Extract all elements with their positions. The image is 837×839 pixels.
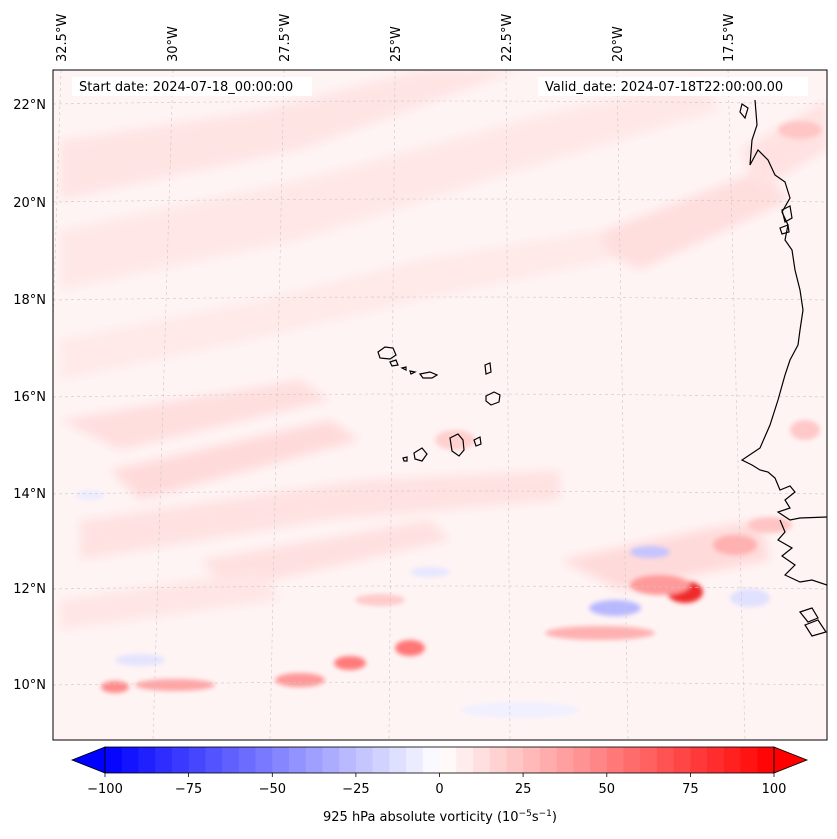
lon-label-30w: 30°W xyxy=(166,26,181,62)
colorbar-tick-minus50: −50 xyxy=(259,782,286,797)
colorbar-min-extend xyxy=(70,746,106,774)
colorbar-step xyxy=(489,747,507,773)
colorbar-step xyxy=(707,747,725,773)
coastline xyxy=(377,99,827,637)
colorbar-step xyxy=(606,747,624,773)
colorbar-step xyxy=(456,747,474,773)
colorbar-step xyxy=(155,747,173,773)
colorbar-step xyxy=(205,747,223,773)
map-frame xyxy=(52,69,828,741)
lon-label-20w: 20°W xyxy=(611,26,626,62)
lon-label-17-5w: 17.5°W xyxy=(722,14,737,62)
header: Start date: 2024-07-18_00:00:00 Valid_da… xyxy=(72,77,808,96)
colorbar-step xyxy=(690,747,708,773)
colorbar-tick-minus25: −25 xyxy=(342,782,369,797)
lon-label-32-5w: 32.5°W xyxy=(55,14,70,62)
lat-label-20n: 20°N xyxy=(13,196,46,211)
lon-label-22-5w: 22.5°W xyxy=(500,14,515,62)
colorbar-step xyxy=(740,747,758,773)
colorbar-tick-0: 0 xyxy=(435,782,443,797)
colorbar-step xyxy=(121,747,139,773)
colorbar-step xyxy=(406,747,424,773)
latitude-labels: 22°N 20°N 18°N 16°N 14°N 12°N 10°N xyxy=(13,98,46,693)
colorbar-step xyxy=(171,747,190,773)
colorbar-step xyxy=(439,747,457,773)
lat-label-22n: 22°N xyxy=(13,98,46,113)
longitude-labels: 32.5°W 30°W 27.5°W 25°W 22.5°W 20°W 17.5… xyxy=(55,14,737,62)
lat-label-16n: 16°N xyxy=(13,390,46,405)
colorbar-step xyxy=(105,747,123,773)
lat-label-14n: 14°N xyxy=(13,487,46,502)
colorbar-step xyxy=(138,747,156,773)
colorbar-step xyxy=(523,747,541,773)
colorbar-step xyxy=(222,747,240,773)
lon-label-25w: 25°W xyxy=(389,26,404,62)
colorbar-step xyxy=(305,747,323,773)
colorbar-tick-25: 25 xyxy=(515,782,532,797)
lat-label-10n: 10°N xyxy=(13,678,46,693)
colorbar-step xyxy=(238,747,256,773)
colorbar-step xyxy=(590,747,608,773)
colorbar-step xyxy=(339,747,357,773)
colorbar-tick-50: 50 xyxy=(599,782,616,797)
lon-label-27-5w: 27.5°W xyxy=(278,14,293,62)
colorbar-step xyxy=(389,747,407,773)
colorbar-step xyxy=(422,747,440,773)
colorbar-step xyxy=(723,747,741,773)
colorbar-step xyxy=(673,747,691,773)
colorbar-step xyxy=(757,747,775,773)
colorbar-tick-minus75: −75 xyxy=(175,782,202,797)
colorbar-step xyxy=(188,747,206,773)
colorbar-step xyxy=(372,747,390,773)
valid-date-label: Valid_date: 2024-07-18T22:00:00.00 xyxy=(545,80,783,95)
colorbar-step xyxy=(288,747,307,773)
colorbar-step xyxy=(623,747,641,773)
colorbar-max-extend xyxy=(773,746,809,774)
colorbar-step xyxy=(506,747,524,773)
colorbar-tick-minus100: −100 xyxy=(87,782,123,797)
colorbar-step xyxy=(556,747,574,773)
colorbar-step xyxy=(640,747,658,773)
colorbar-step xyxy=(472,747,491,773)
colorbar-title: 925 hPa absolute vorticity (10−5s−1) xyxy=(323,809,557,825)
colorbar: −100 −75 −50 −25 0 25 50 75 100 925 hPa … xyxy=(70,746,809,825)
colorbar-step xyxy=(322,747,340,773)
vorticity-field xyxy=(53,70,827,740)
start-date-label: Start date: 2024-07-18_00:00:00 xyxy=(79,80,293,95)
colorbar-step xyxy=(573,747,591,773)
lat-label-18n: 18°N xyxy=(13,293,46,308)
colorbar-tick-75: 75 xyxy=(682,782,699,797)
colorbar-step xyxy=(539,747,557,773)
colorbar-step xyxy=(255,747,273,773)
colorbar-step xyxy=(272,747,290,773)
colorbar-step xyxy=(355,747,374,773)
lat-label-12n: 12°N xyxy=(13,582,46,597)
colorbar-step xyxy=(656,747,675,773)
colorbar-tick-100: 100 xyxy=(762,782,787,797)
gridlines xyxy=(53,70,827,740)
